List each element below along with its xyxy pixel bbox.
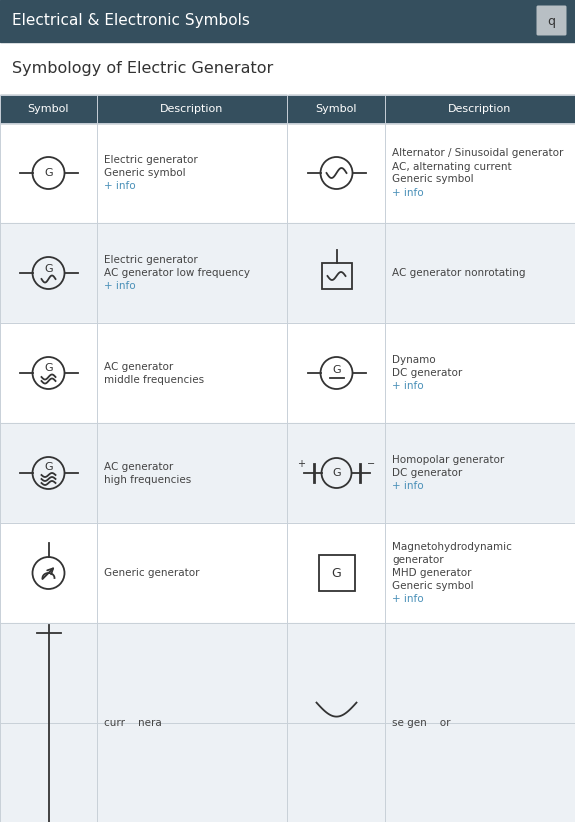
FancyBboxPatch shape — [536, 6, 566, 35]
Text: Generic generator: Generic generator — [104, 568, 200, 578]
Text: G: G — [44, 168, 53, 178]
Text: Homopolar generator: Homopolar generator — [392, 455, 504, 465]
Bar — [321, 263, 351, 289]
Bar — [288, 223, 575, 323]
Text: + info: + info — [104, 281, 136, 291]
Bar — [288, 423, 575, 523]
Text: MHD generator: MHD generator — [392, 568, 472, 578]
Text: se gen    or: se gen or — [392, 718, 450, 727]
Text: G: G — [332, 468, 341, 478]
Text: Symbology of Electric Generator: Symbology of Electric Generator — [12, 61, 273, 76]
Text: Generic symbol: Generic symbol — [392, 581, 474, 591]
Text: q: q — [547, 15, 555, 27]
Text: AC generator low frequency: AC generator low frequency — [104, 268, 250, 278]
Text: Electrical & Electronic Symbols: Electrical & Electronic Symbols — [12, 13, 250, 29]
Text: high frequencies: high frequencies — [104, 474, 191, 484]
Text: generator: generator — [392, 555, 444, 565]
Bar — [0, 95, 287, 123]
Bar — [288, 623, 575, 822]
Text: AC generator nonrotating: AC generator nonrotating — [392, 268, 526, 278]
Text: + info: + info — [392, 381, 424, 391]
Text: Generic symbol: Generic symbol — [392, 174, 474, 184]
Bar — [288, 523, 575, 623]
Text: G: G — [332, 365, 341, 375]
Text: Symbol: Symbol — [316, 104, 357, 114]
Text: Alternator / Sinusoidal generator: Alternator / Sinusoidal generator — [392, 149, 564, 159]
Text: + info: + info — [392, 481, 424, 491]
Text: middle frequencies: middle frequencies — [104, 375, 204, 385]
Bar — [0, 423, 287, 523]
Text: Description: Description — [448, 104, 512, 114]
Text: DC generator: DC generator — [392, 468, 462, 478]
Text: + info: + info — [392, 187, 424, 197]
Bar — [288, 323, 575, 423]
Text: curr    nera: curr nera — [104, 718, 162, 727]
Text: G: G — [332, 566, 342, 580]
Text: AC, alternating current: AC, alternating current — [392, 161, 512, 172]
Text: Generic symbol: Generic symbol — [104, 168, 186, 178]
Bar — [0, 123, 287, 223]
Text: AC generator: AC generator — [104, 461, 173, 472]
Bar — [0, 623, 287, 822]
Bar — [0, 223, 287, 323]
Text: Electric generator: Electric generator — [104, 255, 198, 265]
Text: Electric generator: Electric generator — [104, 155, 198, 165]
Bar — [288, 95, 575, 123]
Text: Dynamo: Dynamo — [392, 355, 436, 365]
Text: G: G — [44, 264, 53, 274]
Text: Symbol: Symbol — [28, 104, 69, 114]
Text: −: − — [367, 459, 375, 469]
Text: + info: + info — [104, 181, 136, 191]
Text: +: + — [297, 459, 305, 469]
Bar — [319, 555, 355, 591]
Text: AC generator: AC generator — [104, 362, 173, 372]
Text: G: G — [44, 363, 53, 373]
Text: Description: Description — [160, 104, 224, 114]
Text: + info: + info — [392, 594, 424, 604]
Bar — [0, 523, 287, 623]
Text: G: G — [44, 462, 53, 472]
Bar — [288, 123, 575, 223]
Bar — [0, 0, 575, 42]
Bar — [0, 323, 287, 423]
Text: Magnetohydrodynamic: Magnetohydrodynamic — [392, 542, 512, 552]
Text: DC generator: DC generator — [392, 368, 462, 378]
